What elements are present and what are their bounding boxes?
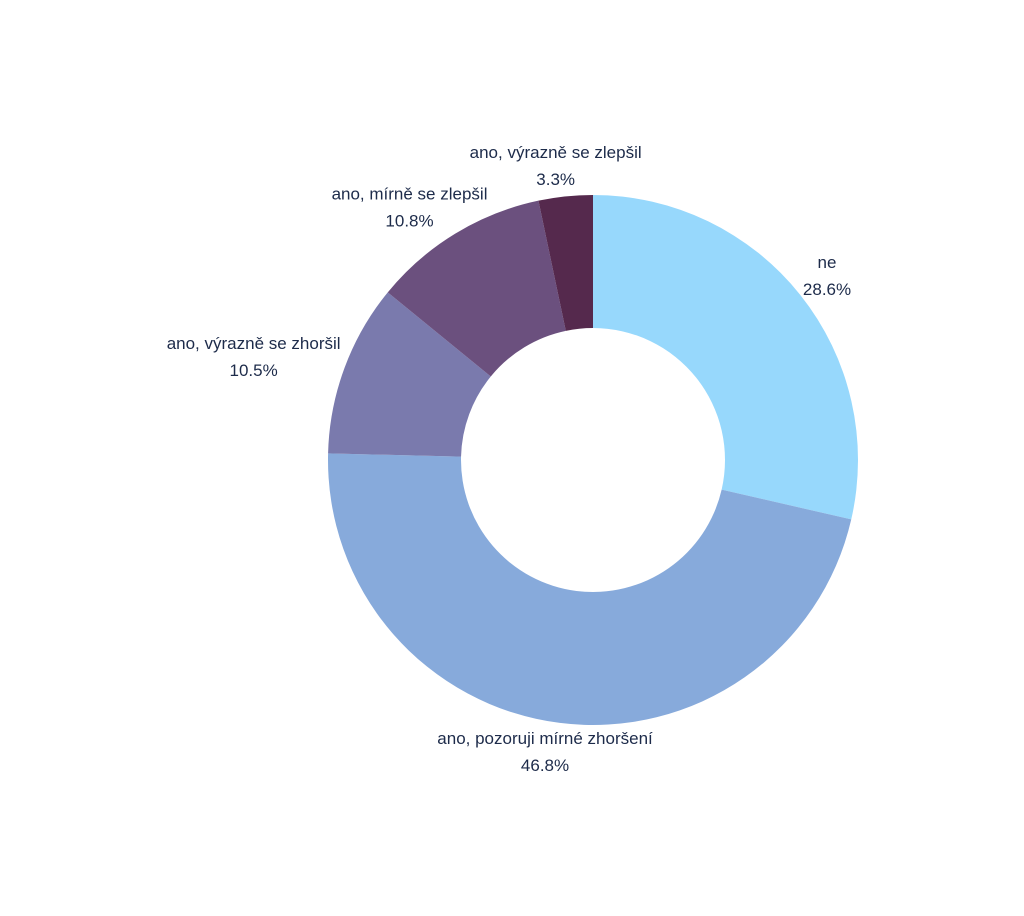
slice-value-label: 3.3% <box>536 170 575 189</box>
slice-value-label: 10.8% <box>385 211 433 230</box>
donut-slice <box>328 453 852 726</box>
slice-label: ano, výrazně se zlepšil <box>470 143 642 162</box>
slice-value-label: 28.6% <box>803 280 851 299</box>
donut-slice <box>387 200 566 377</box>
slice-label: ne <box>818 253 837 272</box>
donut-slice <box>593 195 858 520</box>
donut-slice <box>538 195 593 331</box>
slice-value-label: 10.5% <box>230 361 278 380</box>
slice-label: ano, výrazně se zhoršil <box>167 334 341 353</box>
slice-label: ano, mírně se zlepšil <box>332 184 488 203</box>
slice-label: ano, pozoruji mírné zhoršení <box>437 729 653 748</box>
donut-slice <box>328 292 491 457</box>
slice-value-label: 46.8% <box>521 756 569 775</box>
